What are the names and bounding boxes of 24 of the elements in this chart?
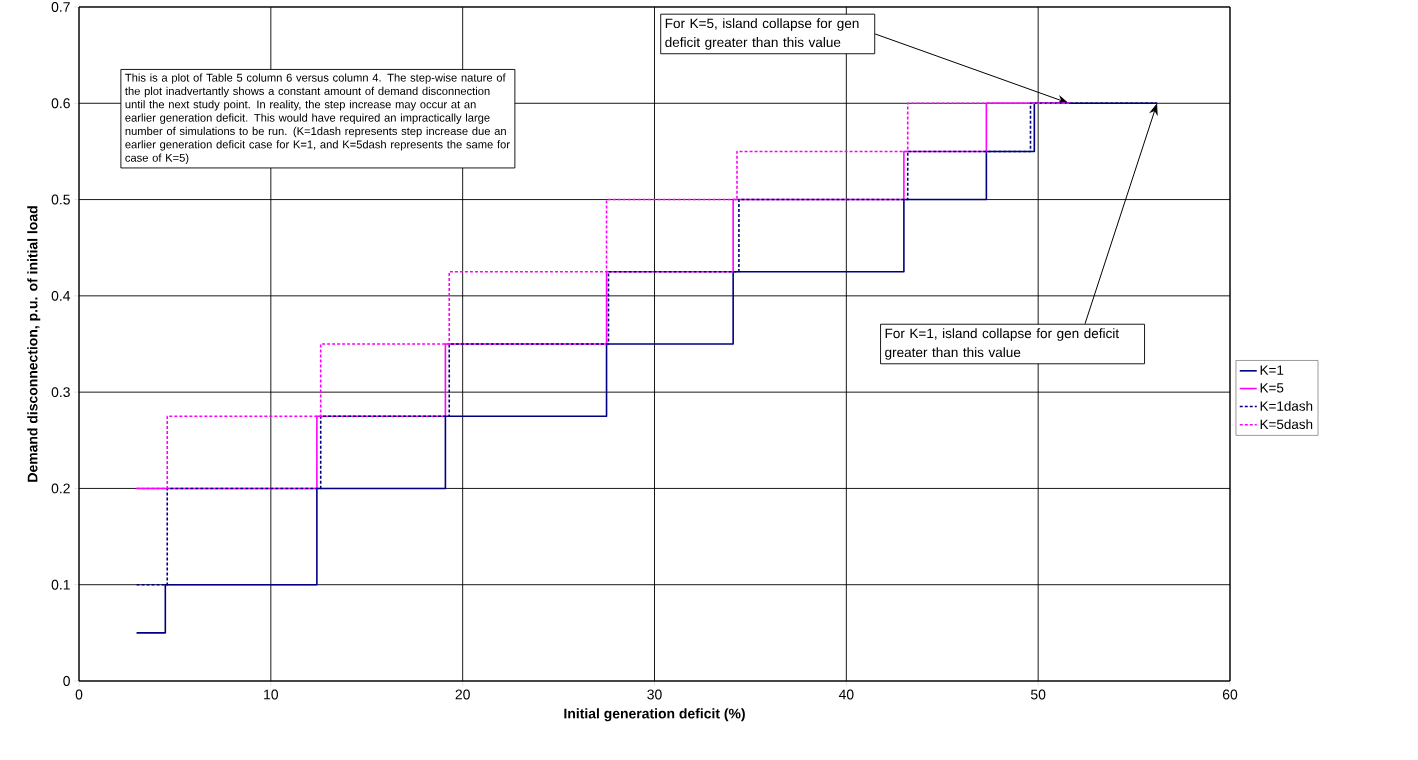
x-axis-title: Initial generation deficit (%) <box>564 708 745 722</box>
y-tick-label: 0.5 <box>51 194 70 205</box>
y-tick-label: 0.2 <box>51 483 70 494</box>
y-tick-label: 0.7 <box>51 2 70 12</box>
x-tick-label: 0 <box>75 689 83 700</box>
y-tick-label: 0 <box>63 676 70 686</box>
y-tick-label: 0.1 <box>51 579 70 590</box>
x-tick-label: 30 <box>647 689 662 700</box>
annotation: For K=5, island collapse for gen deficit greater than this value <box>665 18 859 50</box>
x-tick-label: 40 <box>838 689 854 700</box>
legend-label: K=1dash <box>1260 400 1313 411</box>
legend-label: K=5 <box>1260 383 1284 393</box>
y-axis-title: Demand disconnection, p.u. of initial load <box>27 206 41 482</box>
legend-label: K=1 <box>1260 365 1284 375</box>
annotation: For K=1, island collapse for gen deficit greater than this value <box>885 328 1119 360</box>
annotation: This is a plot of Table 5 column 6 versus column 4. The step-wise nature of the plot inadvertantly shows a constant amount of demand disconnection until the next study point. In reality, the step increase may occur at an earlier generation deficit. This would have required an impractically large number of simulations to be run. (K=1dash represents step increase due an earlier generation deficit case for K=1, and K=5dash represents the same for case of K=5) <box>125 73 510 164</box>
y-tick-label: 0.4 <box>51 290 71 301</box>
x-tick-label: 10 <box>264 689 279 700</box>
x-tick-label: 20 <box>455 689 470 700</box>
legend-label: K=5dash <box>1260 419 1313 430</box>
y-tick-label: 0.6 <box>51 98 70 109</box>
y-tick-label: 0.3 <box>51 387 70 398</box>
x-tick-label: 60 <box>1222 689 1238 700</box>
x-tick-label: 50 <box>1030 689 1046 700</box>
